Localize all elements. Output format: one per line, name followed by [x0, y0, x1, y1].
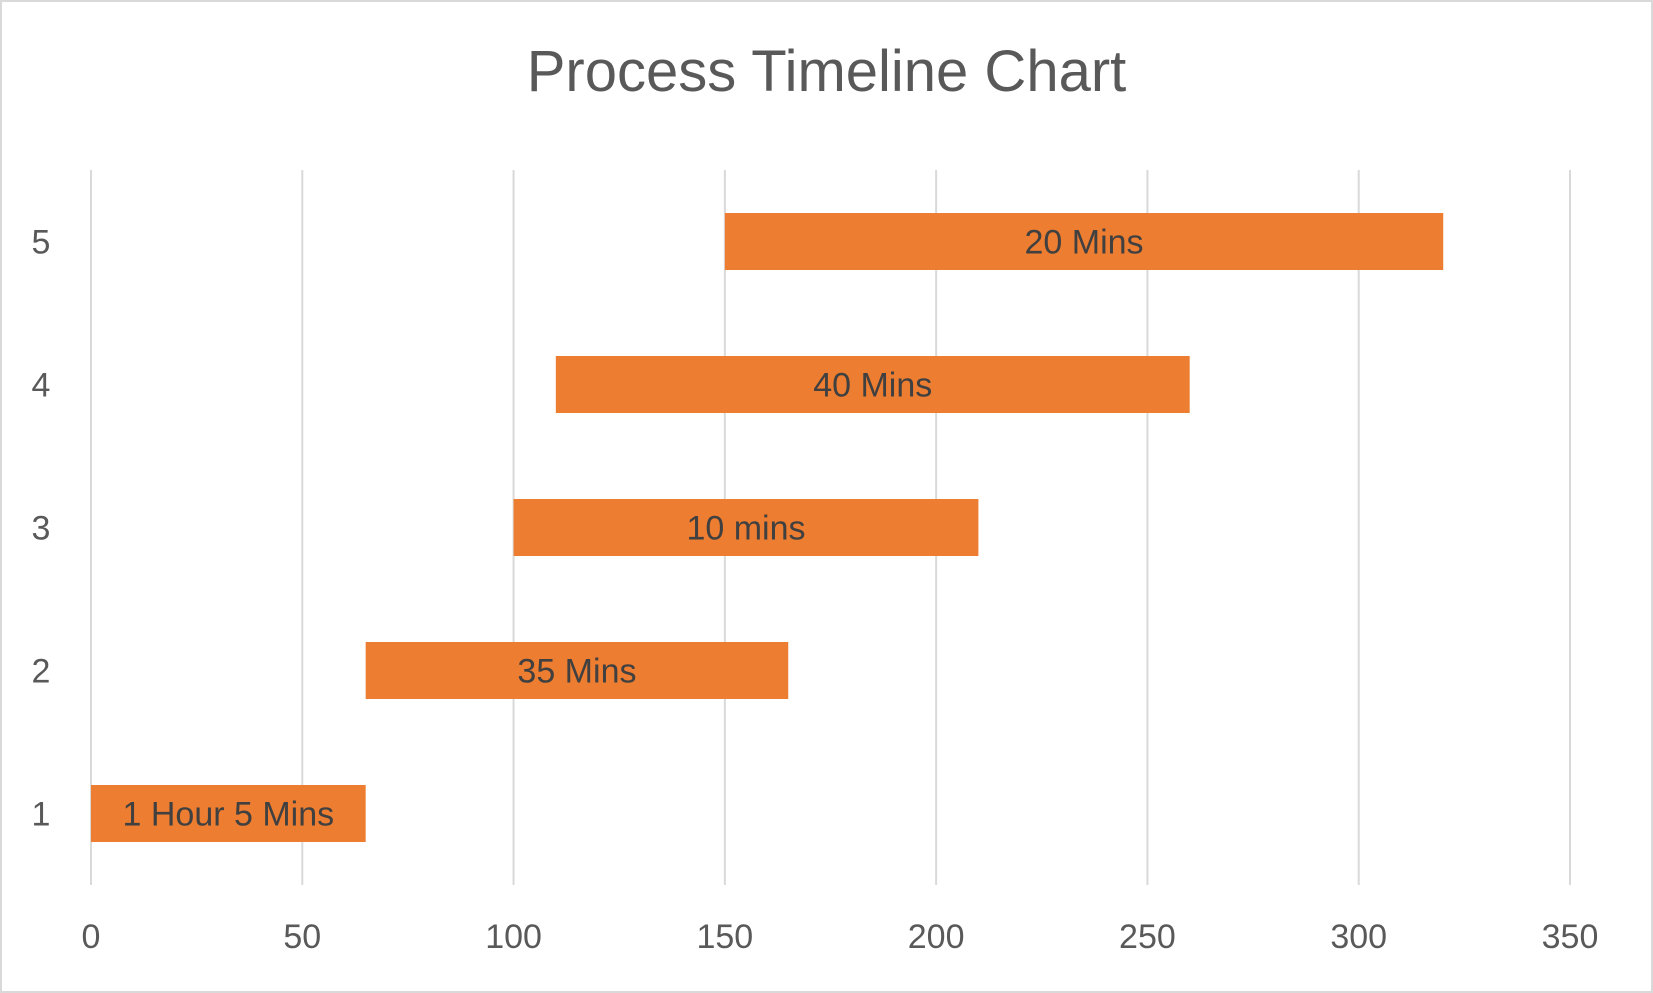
bar — [91, 785, 366, 842]
x-axis-ticks: 0 50 100 150 200 250 300 350 — [82, 918, 1599, 956]
x-tick-label: 300 — [1330, 918, 1387, 956]
x-tick-label: 100 — [485, 918, 542, 956]
y-tick-label: 1 — [32, 796, 51, 834]
bar-data-label: 35 Mins — [517, 653, 636, 691]
bar-data-label: 40 Mins — [813, 367, 932, 405]
y-tick-label: 4 — [32, 367, 51, 405]
bar — [555, 356, 1190, 413]
x-tick-label: 250 — [1119, 918, 1176, 956]
bar-data-label: 10 mins — [686, 510, 805, 548]
bar-data-label: 1 Hour 5 Mins — [123, 796, 335, 834]
y-tick-label: 3 — [32, 510, 51, 548]
bar-labels: 1 Hour 5 Mins 35 Mins 10 mins 40 Mins 20 Min… — [123, 224, 1144, 834]
x-tick-label: 150 — [696, 918, 753, 956]
y-tick-label: 2 — [32, 653, 51, 691]
x-tick-label: 50 — [283, 918, 321, 956]
y-axis-ticks: 1 2 3 4 5 — [32, 224, 51, 834]
x-tick-label: 350 — [1542, 918, 1599, 956]
bar — [513, 499, 979, 556]
x-tick-label: 200 — [908, 918, 965, 956]
y-tick-label: 5 — [32, 224, 51, 262]
bar — [724, 213, 1444, 270]
x-tick-label: 0 — [82, 918, 101, 956]
bars — [91, 213, 1444, 842]
bar — [365, 642, 789, 699]
chart-title: Process Timeline Chart — [526, 39, 1127, 104]
bar-data-label: 20 Mins — [1025, 224, 1144, 262]
